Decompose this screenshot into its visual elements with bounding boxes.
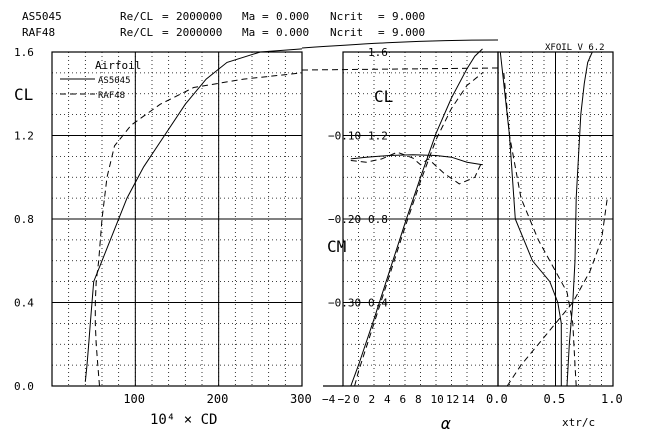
transition-series-raf48-top	[506, 198, 608, 387]
moment-ytick: −0.20	[328, 213, 361, 226]
header-ma-value-2: 0.000	[276, 26, 309, 39]
alpha-xtick: 8	[415, 393, 422, 406]
header-ncrit-label-1: Ncrit	[330, 10, 363, 23]
drag-polar-labels: CL 10⁴ × CD Airfoil AS5045 RAF48	[14, 59, 217, 428]
grid-layer	[52, 52, 613, 386]
legend-label-raf48: RAF48	[98, 91, 125, 101]
transition-series-as5045-bottom	[499, 51, 562, 386]
alpha-xtick: 6	[400, 393, 407, 406]
header-re-label-2: Re/CL	[120, 26, 153, 39]
header-airfoil-2: RAF48	[22, 26, 55, 39]
header-ncrit-label-2: Ncrit	[330, 26, 363, 39]
alpha-xtick: −4	[322, 393, 336, 406]
drag-polar-series-raf48	[94, 72, 303, 387]
header-ncrit-value-1: 9.000	[392, 10, 425, 23]
transition-xtick: 0.0	[486, 392, 508, 406]
drag-polar-xtick: 300	[290, 392, 312, 406]
alpha-xtick: 0	[353, 393, 360, 406]
drag-polar-ytick: 1.2	[14, 130, 34, 143]
lift-series-as5045	[350, 48, 483, 387]
drag-polar-series-as5045	[84, 48, 303, 382]
svg-text:=: =	[262, 10, 269, 23]
transition-xlabel: xtr/c	[562, 416, 595, 429]
legend-title: Airfoil	[95, 59, 141, 72]
alpha-xtick: 2	[369, 393, 376, 406]
drag-polar-xtick: 200	[207, 392, 229, 406]
transition-frame	[497, 51, 614, 387]
transition-labels: xtr/c XFOIL V 6.2	[545, 43, 605, 429]
svg-text:=: =	[162, 26, 169, 39]
alpha-xtick: 12	[446, 393, 459, 406]
header-ma-label-1: Ma	[242, 10, 255, 23]
transition-xtick: 1.0	[601, 392, 623, 406]
drag-polar-xlabel: 10⁴ × CD	[150, 412, 217, 428]
header-airfoil-1: AS5045	[22, 10, 62, 23]
alpha-xlabel: α	[441, 414, 451, 433]
header-ncrit-value-2: 9.000	[392, 26, 425, 39]
header-re-label-1: Re/CL	[120, 10, 153, 23]
series-layer	[84, 39, 608, 387]
moment-ylabel: CM	[327, 237, 346, 256]
xfoil-version: XFOIL V 6.2	[545, 43, 605, 53]
drag-polar-ytick: 0.0	[14, 380, 34, 393]
svg-text:=: =	[378, 10, 385, 23]
lift-series-raf48	[354, 72, 483, 387]
drag-polar-ytick: 1.6	[14, 46, 34, 59]
lift-ytick: 1.6	[368, 46, 388, 59]
alpha-xtick: 14	[462, 393, 476, 406]
moment-ytick: −0.10	[328, 130, 361, 143]
alpha-xtick: 10	[431, 393, 444, 406]
lift-ytick: 0.4	[368, 297, 388, 310]
drag-polar-xtick: 100	[123, 392, 145, 406]
alpha-xtick: −2	[338, 393, 351, 406]
svg-text:=: =	[162, 10, 169, 23]
svg-text:=: =	[378, 26, 385, 39]
lift-ytick: 1.2	[368, 130, 388, 143]
transition-series-as5045-top	[566, 51, 593, 387]
drag-polar-ytick: 0.4	[14, 297, 34, 310]
header-ma-value-1: 0.000	[276, 10, 309, 23]
lift-ylabel: CL	[374, 87, 393, 106]
svg-text:=: =	[262, 26, 269, 39]
alpha-xtick: 4	[384, 393, 391, 406]
clmax-connector-as5045	[301, 39, 499, 49]
clmax-connector-raf48	[301, 67, 499, 71]
header-re-value-2: 2000000	[176, 26, 222, 39]
header-ma-label-2: Ma	[242, 26, 255, 39]
moment-series-raf48	[350, 151, 483, 185]
frame-layer	[51, 51, 614, 387]
transition-series-raf48-bottom	[503, 72, 577, 387]
transition-xtick: 0.5	[544, 392, 566, 406]
header: AS5045 Re/CL = 2000000 Ma = 0.000 Ncrit …	[22, 10, 425, 39]
header-re-value-1: 2000000	[176, 10, 222, 23]
lift-moment-labels: CL CM α	[327, 87, 451, 433]
lift-ytick: 0.8	[368, 213, 388, 226]
moment-series-as5045	[350, 154, 483, 166]
drag-polar-frame	[51, 51, 303, 387]
drag-polar-ylabel: CL	[14, 85, 33, 104]
legend-label-as5045: AS5045	[98, 76, 131, 86]
drag-polar-ytick: 0.8	[14, 213, 34, 226]
moment-ytick: −0.30	[328, 297, 361, 310]
